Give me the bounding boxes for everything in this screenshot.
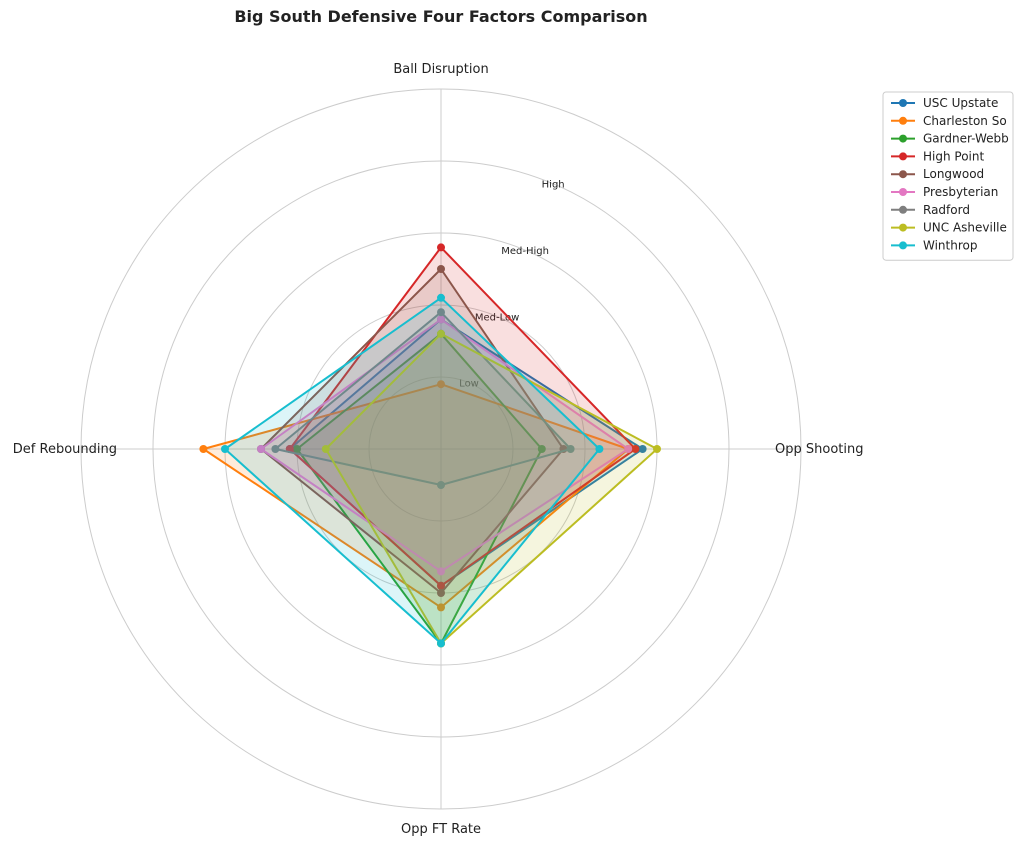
- data-point: [199, 445, 208, 453]
- data-point: [437, 265, 445, 273]
- series-area: [261, 269, 564, 593]
- axis-label: Ball Disruption: [393, 62, 488, 77]
- data-point: [437, 589, 445, 597]
- data-point: [437, 481, 445, 489]
- legend-label: Winthrop: [923, 238, 977, 252]
- series-layer: [199, 243, 661, 648]
- legend-swatch-marker: [899, 223, 907, 232]
- data-point: [257, 445, 265, 453]
- legend-label: Gardner-Webb: [923, 132, 1009, 146]
- data-point: [437, 308, 445, 317]
- data-point: [321, 445, 330, 453]
- series-radford: [271, 308, 575, 489]
- axis-label: Opp FT Rate: [401, 822, 481, 837]
- legend-label: UNC Asheville: [923, 221, 1007, 235]
- legend-swatch-marker: [899, 188, 907, 196]
- data-point: [293, 445, 301, 453]
- legend-swatch-marker: [899, 170, 907, 179]
- data-point: [595, 445, 604, 453]
- ring-label: High: [542, 180, 565, 191]
- legend: USC Upstate Charleston So Gardner-Webb High…: [882, 91, 1014, 261]
- legend-item: Longwood: [891, 167, 984, 181]
- legend-swatch-marker: [899, 241, 907, 250]
- legend-swatch-marker: [899, 99, 907, 107]
- ring-label: Low: [459, 379, 479, 390]
- legend-swatch-marker: [899, 205, 907, 214]
- data-point: [537, 445, 546, 453]
- legend-label: High Point: [923, 149, 984, 163]
- data-point: [437, 243, 445, 252]
- ring-label: Med-Low: [475, 312, 519, 323]
- data-point: [437, 581, 445, 590]
- data-point: [566, 445, 575, 453]
- legend-label: USC Upstate: [923, 96, 998, 110]
- axis-label: Opp Shooting: [775, 442, 863, 457]
- data-point: [437, 567, 445, 576]
- data-point: [437, 329, 445, 338]
- legend-item: Gardner-Webb: [891, 132, 1009, 146]
- legend-label: Longwood: [923, 167, 984, 181]
- legend-item: Winthrop: [891, 238, 977, 252]
- chart-title: Big South Defensive Four Factors Compari…: [234, 7, 647, 26]
- legend-item: High Point: [891, 149, 984, 163]
- data-point: [653, 445, 661, 453]
- series-area: [225, 297, 600, 644]
- legend-item: UNC Asheville: [891, 221, 1007, 235]
- legend-label: Presbyterian: [923, 185, 998, 199]
- legend-label: Radford: [923, 203, 970, 217]
- series-area: [275, 312, 571, 485]
- data-point: [624, 445, 633, 453]
- data-point: [437, 315, 445, 324]
- axis-label: Def Rebounding: [13, 442, 117, 457]
- series-winthrop: [221, 293, 604, 648]
- legend-item: USC Upstate: [891, 96, 998, 110]
- series-presbyterian: [257, 315, 633, 576]
- axis-labels: Ball Disruption Opp Shooting Opp FT Rate De…: [13, 62, 864, 837]
- legend-item: Radford: [891, 203, 970, 217]
- legend-item: Presbyterian: [891, 185, 998, 199]
- data-point: [437, 380, 445, 389]
- series-area: [325, 333, 657, 644]
- data-point: [271, 445, 280, 453]
- legend-swatch-marker: [899, 134, 907, 143]
- data-point: [437, 293, 445, 302]
- data-point: [631, 445, 640, 453]
- legend-swatch-marker: [899, 152, 907, 161]
- legend-frame: [882, 91, 1014, 261]
- legend-label: Charleston So: [923, 114, 1007, 128]
- data-point: [638, 445, 647, 453]
- data-point: [437, 639, 445, 648]
- legend-item: Charleston So: [891, 114, 1007, 128]
- data-point: [437, 603, 445, 612]
- data-point: [221, 445, 229, 453]
- ring-label: Med-High: [501, 246, 549, 257]
- legend-swatch-marker: [899, 116, 907, 125]
- series-area: [289, 319, 643, 586]
